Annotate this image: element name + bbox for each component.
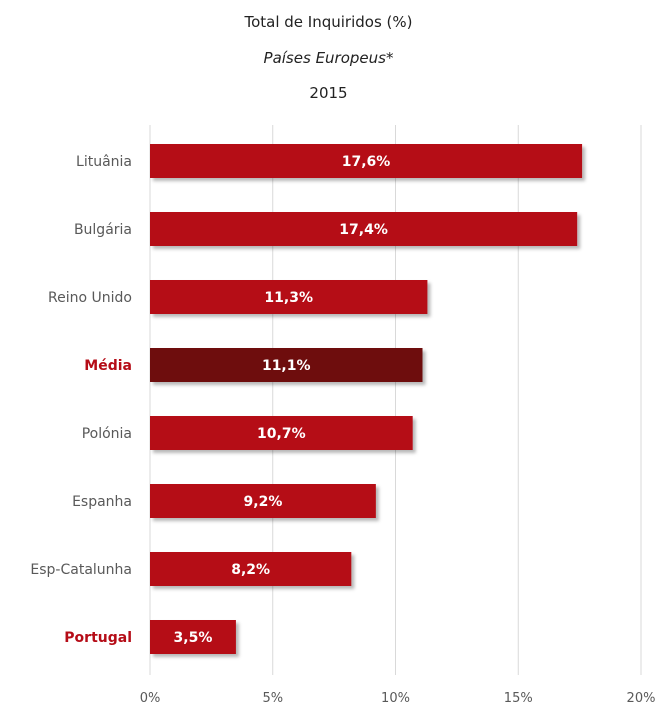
x-tick-labels: 0% 5% 10% 15% 20% — [140, 691, 656, 706]
bar — [150, 280, 428, 314]
category-label: Bulgária — [74, 222, 132, 238]
bar — [150, 348, 423, 382]
x-tick-label: 20% — [627, 691, 656, 706]
category-label: Reino Unido — [48, 290, 132, 306]
x-tick-label: 5% — [262, 691, 283, 706]
bar-value-label: 10,7% — [257, 426, 306, 442]
chart-year: 2015 — [309, 84, 348, 102]
category-label: Média — [84, 358, 132, 374]
category-label: Portugal — [64, 630, 132, 646]
x-tick-label: 0% — [140, 691, 161, 706]
bar-value-label: 9,2% — [244, 494, 283, 510]
bar-value-label: 17,4% — [339, 222, 388, 238]
bar-value-label: 11,3% — [264, 290, 313, 306]
category-label: Esp-Catalunha — [30, 562, 132, 578]
x-tick-label: 10% — [381, 691, 410, 706]
bar-value-label: 11,1% — [262, 358, 311, 374]
bars: 17,6% 17,4% 11,3% 11,1% 10,7% 9,2% 8,2% 3,5% — [150, 144, 583, 654]
bar — [150, 144, 583, 178]
chart-subtitle: Países Europeus* — [263, 49, 394, 67]
bar — [150, 416, 413, 450]
bar — [150, 212, 578, 246]
bar — [150, 552, 352, 586]
chart-title: Total de Inquiridos (%) — [244, 13, 413, 31]
category-label: Polónia — [82, 426, 132, 442]
bar — [150, 620, 236, 654]
gridlines — [149, 125, 642, 675]
category-labels: Lituânia Bulgária Reino Unido Média Polónia E… — [30, 154, 132, 646]
bar-value-label: 8,2% — [231, 562, 270, 578]
bar — [150, 484, 376, 518]
bar-value-label: 3,5% — [174, 630, 213, 646]
category-label: Espanha — [72, 494, 132, 510]
bar-value-label: 17,6% — [342, 154, 391, 170]
x-tick-label: 15% — [504, 691, 533, 706]
category-label: Lituânia — [76, 154, 132, 170]
